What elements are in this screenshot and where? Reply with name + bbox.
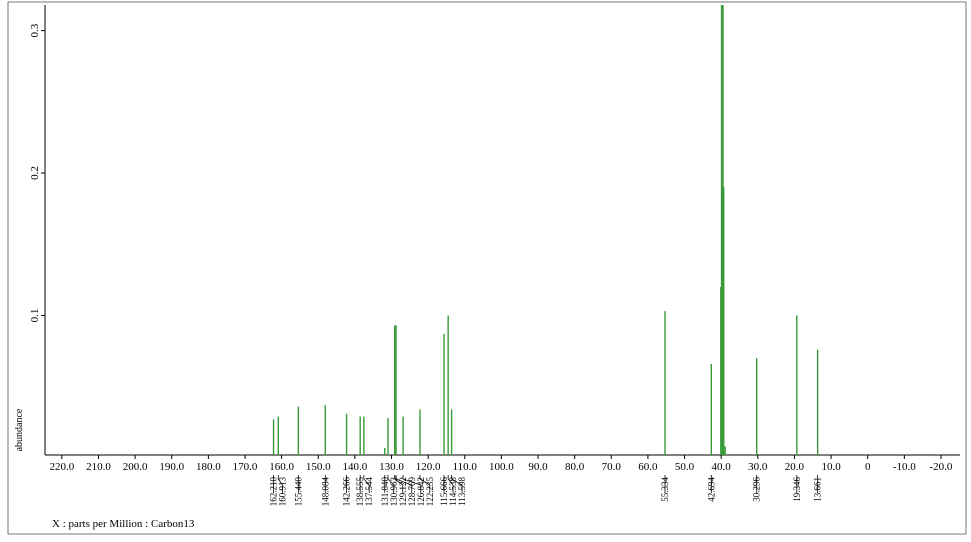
x-tick-label: 90.0 [528,461,548,473]
peak-label: 113.598 [457,477,467,506]
peak-leader [451,475,463,493]
x-axis-label: X : parts per Million : Carbon13 [52,518,195,530]
peak-leader [395,475,413,493]
frame [7,1,967,535]
x-tick-label: 0 [865,461,871,473]
peak-label: 137.544 [364,477,374,507]
x-tick-label: 210.0 [86,461,111,473]
x-tick-label: 60.0 [638,461,658,473]
peak-leader [394,475,404,493]
peak-label: 115.666 [439,477,449,506]
x-tick-label: 40.0 [712,461,732,473]
peak-label: 155.440 [293,477,303,507]
x-tick-label: 190.0 [159,461,184,473]
x-tick-label: -20.0 [929,461,952,473]
peak-label: 55.334 [660,477,670,502]
x-tick-label: 170.0 [233,461,258,473]
x-tick-label: 150.0 [306,461,331,473]
peak-label: 122.235 [425,477,435,507]
peak-leader [402,475,422,493]
peak-label: 114.538 [448,477,458,506]
x-tick-label: 130.0 [379,461,404,473]
y-tick-label: 0.2 [29,166,41,180]
x-tick-label: 30.0 [748,461,768,473]
peak-label: 42.694 [706,477,716,502]
peak-label: 126.842 [416,477,426,506]
peak-label: 162.210 [269,477,279,507]
x-tick-label: 10.0 [821,461,841,473]
x-tick-label: 20.0 [785,461,805,473]
peak-label: 130.963 [389,477,399,507]
y-tick-label: 0.3 [29,23,41,37]
peak-leader [419,475,431,493]
x-tick-label: 110.0 [453,461,478,473]
peak-label: 13.661 [813,477,823,502]
x-tick-label: 200.0 [123,461,148,473]
peak-label: 142.266 [342,477,352,507]
peaks [272,5,819,455]
peak-label: 160.913 [278,477,288,507]
peak-leader [447,475,454,493]
x-tick-label: 160.0 [269,461,294,473]
peak-label: 148.084 [320,477,330,507]
peak-label: 129.122 [398,477,408,506]
x-tick-label: -10.0 [893,461,916,473]
peak-label: 138.555 [355,477,365,507]
x-tick-label: 70.0 [602,461,622,473]
peak-leader [387,475,395,493]
x-tick-label: 50.0 [675,461,695,473]
x-tick-label: 100.0 [489,461,514,473]
x-tick-label: 220.0 [49,461,74,473]
x-tick-label: 140.0 [343,461,368,473]
y-axis-label: abundance [14,408,25,451]
peak-leader [277,475,283,493]
y-tick-label: 0.1 [29,309,41,323]
peak-leader [363,475,370,493]
x-tick-label: 80.0 [565,461,585,473]
peak-label: 128.769 [407,477,417,507]
x-tick-label: 180.0 [196,461,221,473]
peak-label: 19.346 [792,477,802,502]
x-tick-label: 120.0 [416,461,441,473]
peak-label: 131.840 [380,477,390,507]
peak-label: 30.296 [752,477,762,502]
